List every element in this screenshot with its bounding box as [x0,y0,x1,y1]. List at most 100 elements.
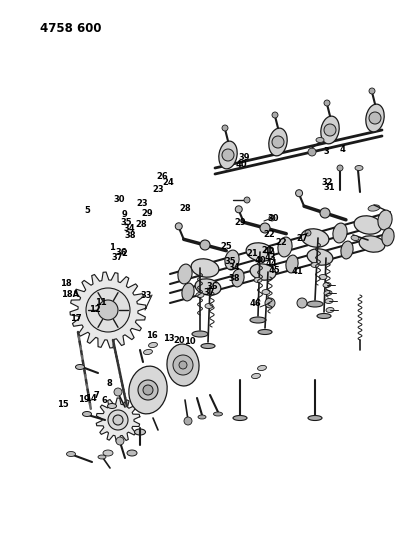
Circle shape [86,288,130,332]
Ellipse shape [144,350,153,354]
Ellipse shape [378,210,392,230]
Text: 13: 13 [163,334,174,343]
Text: 41: 41 [291,268,303,276]
Ellipse shape [257,366,266,370]
Circle shape [175,223,182,230]
Text: 46: 46 [249,300,261,308]
Ellipse shape [182,283,194,301]
Text: 12: 12 [89,305,100,313]
Ellipse shape [107,403,117,408]
Text: 43: 43 [265,253,276,262]
Text: 45: 45 [268,266,280,274]
Polygon shape [96,398,140,442]
Text: 20: 20 [173,336,184,344]
Ellipse shape [75,365,84,369]
Text: 21: 21 [246,249,258,257]
Ellipse shape [382,228,394,246]
Ellipse shape [67,451,75,456]
Circle shape [244,197,250,203]
Ellipse shape [252,374,260,378]
Circle shape [260,223,270,233]
Ellipse shape [233,416,247,421]
Text: 35: 35 [121,218,132,227]
Text: 1: 1 [109,244,115,252]
Circle shape [272,112,278,118]
Ellipse shape [323,282,331,287]
Text: 25: 25 [221,243,232,251]
Ellipse shape [103,450,113,456]
Circle shape [297,298,307,308]
Ellipse shape [278,237,292,257]
Text: 27: 27 [296,234,308,243]
Circle shape [108,410,128,430]
Text: 31: 31 [324,183,335,192]
Ellipse shape [192,331,208,337]
Text: 30: 30 [113,196,125,204]
Ellipse shape [269,128,287,156]
Ellipse shape [368,205,380,211]
Text: 29: 29 [141,209,153,217]
Text: 3: 3 [324,148,329,156]
Circle shape [138,380,158,400]
Text: 14: 14 [85,394,96,403]
Text: 40: 40 [255,256,266,264]
Ellipse shape [366,104,384,132]
Ellipse shape [262,289,270,295]
Ellipse shape [198,415,206,419]
Text: 4758 600: 4758 600 [40,21,102,35]
Text: 8: 8 [106,379,112,388]
Ellipse shape [355,166,363,171]
Text: 26: 26 [157,173,168,181]
Circle shape [222,125,228,131]
Text: 23: 23 [153,185,164,193]
Circle shape [113,415,123,425]
Circle shape [235,206,242,213]
Text: 21: 21 [262,246,273,255]
Circle shape [305,230,311,236]
Ellipse shape [308,416,322,421]
Circle shape [272,136,284,148]
Circle shape [269,215,275,221]
Ellipse shape [354,216,382,234]
Ellipse shape [213,412,222,416]
Text: 35: 35 [225,257,236,265]
Text: 32: 32 [322,178,333,187]
Text: 2: 2 [122,249,127,257]
Text: 37: 37 [203,288,215,296]
Ellipse shape [149,342,157,348]
Circle shape [337,165,343,171]
Ellipse shape [219,141,237,169]
Text: 10: 10 [184,337,195,345]
Ellipse shape [250,264,276,280]
Text: 34: 34 [124,224,135,232]
Ellipse shape [316,138,324,142]
Text: 40: 40 [236,160,247,168]
Ellipse shape [258,329,272,335]
Text: 16: 16 [146,332,157,340]
Text: 28: 28 [180,205,191,213]
Circle shape [184,417,192,425]
Text: 22: 22 [264,230,275,239]
Text: 29: 29 [234,219,246,227]
Circle shape [295,190,303,197]
Circle shape [324,100,330,106]
Text: 18A: 18A [61,290,79,299]
Ellipse shape [167,344,199,386]
Circle shape [369,88,375,94]
Text: 15: 15 [58,400,69,408]
Ellipse shape [301,229,329,247]
Circle shape [143,385,153,395]
Ellipse shape [82,411,91,416]
Text: 24: 24 [162,178,174,187]
Text: 39: 39 [238,153,250,161]
Text: 17: 17 [70,314,81,322]
Circle shape [222,149,234,161]
Text: 9: 9 [122,210,127,219]
Ellipse shape [254,278,262,282]
Polygon shape [70,272,146,348]
Text: 19: 19 [78,395,89,404]
Ellipse shape [341,241,353,259]
Ellipse shape [201,343,215,349]
Circle shape [324,124,336,136]
Ellipse shape [205,303,213,309]
